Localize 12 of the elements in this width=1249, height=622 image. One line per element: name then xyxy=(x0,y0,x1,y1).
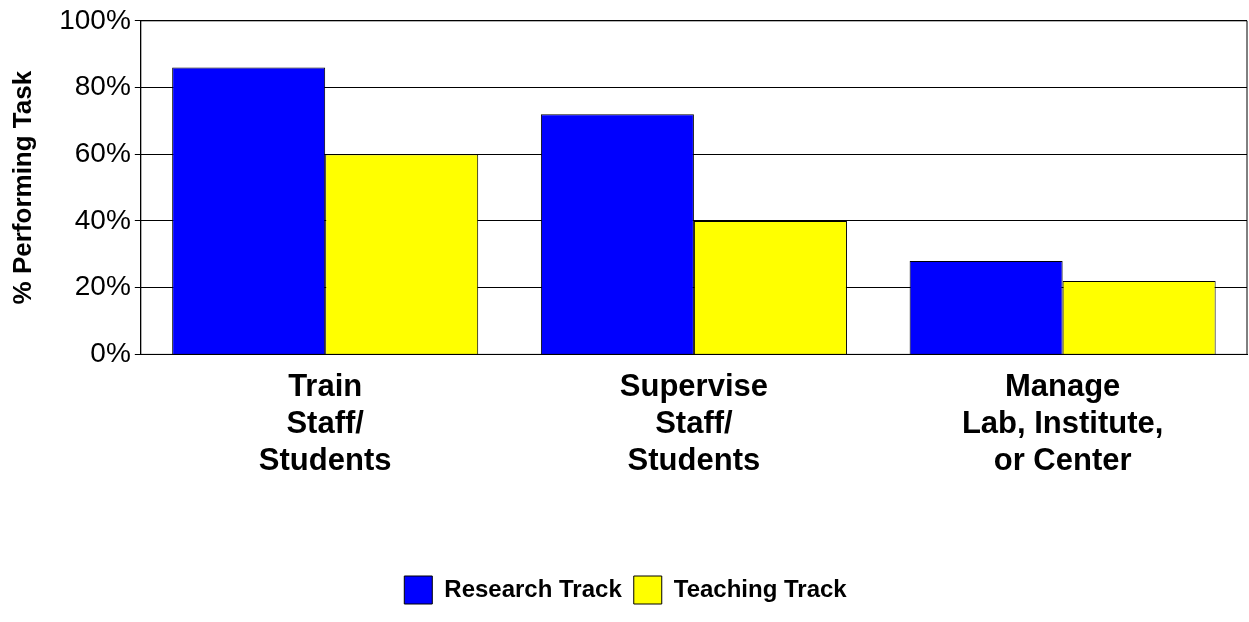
y-tick-label: 20% xyxy=(74,270,131,302)
y-tick-label: 40% xyxy=(74,203,131,235)
x-tick-label: Manage Lab, Institute, or Center xyxy=(961,367,1164,477)
y-axis-title: % Performing Task xyxy=(6,70,37,305)
legend-label: Teaching Track xyxy=(673,574,848,602)
legend-label: Research Track xyxy=(444,574,623,602)
y-tick-label: 60% xyxy=(74,136,131,168)
x-tick-label: Supervise Staff/ Students xyxy=(619,367,769,477)
y-tick-label: 0% xyxy=(90,337,131,369)
y-tick-label: 100% xyxy=(59,3,131,35)
y-tick-label: 80% xyxy=(74,70,131,102)
x-tick-label: Train Staff/ Students xyxy=(258,367,392,477)
